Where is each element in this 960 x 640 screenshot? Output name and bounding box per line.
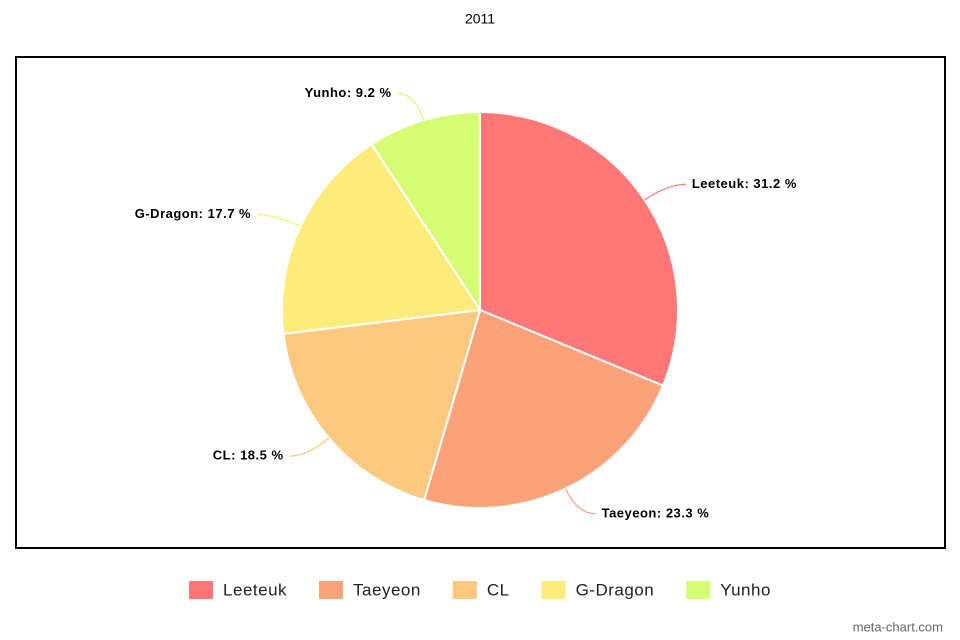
data-label: Yunho: 9.2 % bbox=[305, 85, 392, 100]
pie-slice bbox=[422, 308, 665, 509]
legend-swatch bbox=[189, 581, 214, 599]
legend-swatch bbox=[541, 581, 566, 599]
legend-swatch bbox=[686, 581, 711, 599]
legend-label: CL bbox=[487, 580, 510, 599]
pie-slice bbox=[281, 142, 482, 336]
legend-label: Leeteuk bbox=[223, 580, 287, 599]
leader-line bbox=[257, 214, 301, 228]
leader-line bbox=[289, 437, 330, 457]
legend-label: G-Dragon bbox=[576, 580, 655, 599]
plot-frame bbox=[15, 56, 946, 549]
pie-slice bbox=[479, 110, 679, 387]
watermark: meta-chart.com bbox=[853, 619, 943, 634]
legend-swatch bbox=[452, 581, 477, 599]
leader-line bbox=[644, 183, 686, 201]
data-label: G-Dragon: 17.7 % bbox=[135, 206, 251, 221]
data-label: Leeteuk: 31.2 % bbox=[692, 176, 797, 191]
legend-label: Taeyeon bbox=[353, 580, 421, 599]
leader-line bbox=[564, 488, 596, 515]
chart-title: 2011 bbox=[465, 11, 495, 27]
leader-line bbox=[397, 92, 425, 121]
data-label: Taeyeon: 23.3 % bbox=[602, 505, 710, 520]
legend-label: Yunho bbox=[720, 580, 771, 599]
data-label: CL: 18.5 % bbox=[213, 448, 284, 463]
legend-swatch bbox=[319, 581, 344, 599]
